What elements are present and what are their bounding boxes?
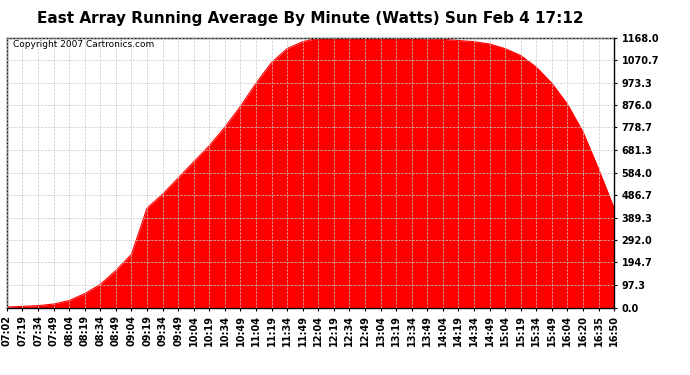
Text: East Array Running Average By Minute (Watts) Sun Feb 4 17:12: East Array Running Average By Minute (Wa… xyxy=(37,11,584,26)
Text: Copyright 2007 Cartronics.com: Copyright 2007 Cartronics.com xyxy=(13,40,155,49)
